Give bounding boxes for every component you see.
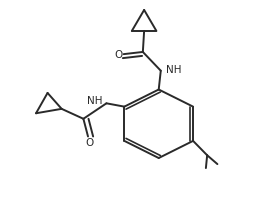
Text: NH: NH: [87, 96, 103, 106]
Text: NH: NH: [166, 65, 181, 75]
Text: O: O: [114, 50, 122, 60]
Text: O: O: [85, 138, 93, 148]
